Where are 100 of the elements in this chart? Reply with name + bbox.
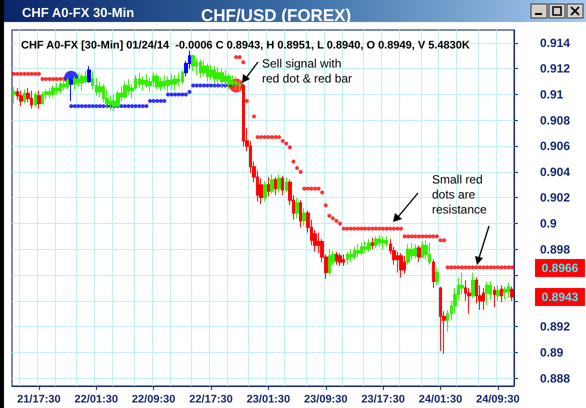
candlestick (145, 73, 148, 89)
annotation: Small red dots are resistance (432, 172, 488, 216)
candlestick (224, 69, 227, 86)
y-tick-label: 0.89 (540, 345, 564, 360)
y-tick-label: 0.902 (540, 190, 570, 205)
candlestick (496, 284, 500, 302)
candlestick (34, 91, 37, 108)
candlestick (274, 176, 277, 196)
candlestick (285, 176, 288, 194)
candlestick (170, 73, 173, 90)
candlestick (51, 84, 55, 98)
candlestick (406, 244, 410, 266)
candlestick (267, 176, 270, 197)
candlestick (482, 287, 485, 310)
candlestick (19, 90, 23, 107)
x-tick-label: 23/17:30 (361, 394, 405, 406)
candlestick (353, 246, 356, 260)
candlestick (177, 72, 180, 88)
candlestick (270, 174, 274, 194)
candlestick (338, 252, 342, 267)
candlestick (73, 76, 77, 90)
candlestick (80, 73, 84, 92)
candlestick (439, 286, 442, 352)
candlestick (77, 72, 80, 88)
text: 0.8943 (542, 290, 579, 304)
candlestick (417, 244, 421, 263)
candlestick (435, 266, 439, 286)
candlestick (414, 244, 417, 259)
candlestick (335, 251, 338, 266)
candlestick (37, 90, 41, 110)
y-tick-label: 0.9 (540, 216, 558, 230)
candlestick (48, 88, 51, 99)
candlestick (432, 259, 435, 288)
candlestick (349, 248, 353, 263)
candlestick (381, 236, 385, 250)
x-tick-label: 21/17:30 (17, 394, 61, 406)
candlestick (374, 236, 378, 248)
candlestick (62, 78, 66, 92)
candlestick (191, 54, 195, 72)
x-tick-label: 23/01:30 (246, 394, 290, 406)
candlestick (500, 284, 503, 303)
candlestick (493, 286, 496, 308)
y-tick-label: 0.904 (540, 164, 570, 179)
candlestick (166, 76, 170, 92)
candlestick (141, 76, 145, 92)
x-tick-label: 23/09:30 (304, 394, 348, 406)
candlestick (507, 282, 510, 299)
candlestick (428, 242, 431, 266)
candlestick (489, 281, 492, 300)
candlestick (238, 78, 241, 92)
candlestick (159, 77, 163, 92)
candlestick (206, 63, 209, 82)
candlestick (98, 81, 102, 98)
candlestick (23, 88, 26, 104)
candlestick (295, 197, 299, 219)
y-tick-label: 0.898 (540, 242, 570, 256)
candlestick (363, 241, 367, 254)
chart-title: CHF/USD (FOREX) (201, 6, 352, 25)
candlestick (510, 286, 514, 302)
x-tick-label: 24/01:30 (418, 394, 462, 406)
x-tick-label: 22/01:30 (74, 394, 118, 406)
candlestick (123, 81, 127, 99)
candlestick (342, 254, 345, 267)
candlestick (421, 241, 424, 259)
candlestick (367, 238, 371, 252)
candlestick (360, 242, 363, 256)
candlestick (485, 281, 489, 306)
candlestick (399, 252, 403, 278)
candlestick (234, 76, 238, 90)
candlestick (66, 77, 69, 90)
y-tick-label: 0.888 (540, 371, 570, 386)
candlestick (138, 72, 141, 89)
candlestick (59, 81, 62, 94)
candlestick (155, 73, 159, 90)
candlestick (127, 78, 130, 95)
candlestick (263, 180, 267, 202)
text: CHF A0-FX [30-Min] 01/24/14 -0.0006 C 0.8943, H 0.8951, L 0.8940, O 0.8949, V 5.4830K (21, 40, 470, 52)
candlestick (371, 237, 374, 250)
candlestick (346, 251, 349, 266)
candlestick (385, 236, 388, 248)
x-tick-label: 24/09:30 (476, 394, 520, 406)
candlestick (199, 59, 202, 78)
candlestick (41, 91, 44, 106)
y-tick-label: 0.91 (540, 87, 564, 102)
candlestick (378, 234, 381, 248)
candlestick (163, 74, 166, 90)
annotation: Sell signal with red dot & red bar (262, 56, 352, 86)
candlestick (356, 244, 360, 258)
x-tick-label: 22/17:30 (189, 394, 233, 406)
y-tick-label: 0.892 (540, 320, 570, 334)
candlestick (403, 255, 406, 274)
text: CHF A0-FX 30-Min (22, 5, 134, 20)
candlestick (195, 58, 198, 76)
candlestick (328, 248, 331, 276)
text: 0.8966 (542, 261, 579, 275)
y-tick-label: 0.914 (540, 36, 570, 50)
y-tick-label: 0.906 (540, 139, 570, 154)
candlestick (87, 66, 91, 84)
candlestick (55, 82, 59, 95)
candlestick (281, 175, 284, 196)
